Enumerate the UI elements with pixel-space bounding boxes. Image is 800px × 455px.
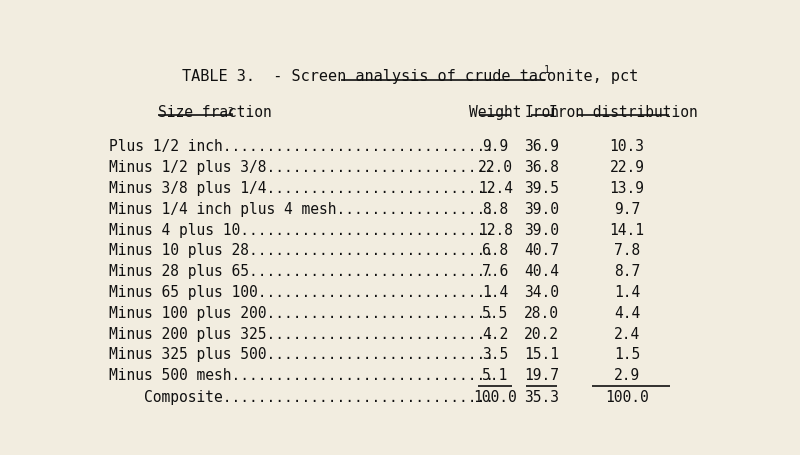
Text: 4.4: 4.4 <box>614 305 640 320</box>
Text: 100.0: 100.0 <box>605 389 649 404</box>
Text: 39.0: 39.0 <box>524 222 559 237</box>
Text: Minus 100 plus 200..........................: Minus 100 plus 200......................… <box>110 305 494 320</box>
Text: 1.5: 1.5 <box>614 347 640 362</box>
Text: 1: 1 <box>543 66 550 76</box>
Text: Minus 65 plus 100...........................: Minus 65 plus 100.......................… <box>110 284 494 299</box>
Text: Weight: Weight <box>469 105 522 120</box>
Text: 28.0: 28.0 <box>524 305 559 320</box>
Text: Minus 325 plus 500..........................: Minus 325 plus 500......................… <box>110 347 494 362</box>
Text: 2.4: 2.4 <box>614 326 640 341</box>
Text: 36.9: 36.9 <box>524 139 559 154</box>
Text: 3.5: 3.5 <box>482 347 508 362</box>
Text: Iron: Iron <box>524 105 559 120</box>
Text: 6.8: 6.8 <box>482 243 508 258</box>
Text: Composite...............................: Composite............................... <box>110 389 494 404</box>
Text: 36.8: 36.8 <box>524 160 559 175</box>
Text: Size fraction: Size fraction <box>158 105 272 120</box>
Text: 8.7: 8.7 <box>614 263 640 278</box>
Text: 14.1: 14.1 <box>610 222 645 237</box>
Text: 39.5: 39.5 <box>524 181 559 196</box>
Text: 4.2: 4.2 <box>482 326 508 341</box>
Text: Minus 4 plus 10.............................: Minus 4 plus 10.........................… <box>110 222 494 237</box>
Text: 5.5: 5.5 <box>482 305 508 320</box>
Text: 13.9: 13.9 <box>610 181 645 196</box>
Text: Plus 1/2 inch...............................: Plus 1/2 inch...........................… <box>110 139 494 154</box>
Text: 34.0: 34.0 <box>524 284 559 299</box>
Text: 1.4: 1.4 <box>614 284 640 299</box>
Text: 20.2: 20.2 <box>524 326 559 341</box>
Text: 9.9: 9.9 <box>482 139 508 154</box>
Text: Minus 200 plus 325..........................: Minus 200 plus 325......................… <box>110 326 494 341</box>
Text: 1.4: 1.4 <box>482 284 508 299</box>
Text: 40.4: 40.4 <box>524 263 559 278</box>
Text: 12.4: 12.4 <box>478 181 513 196</box>
Text: Minus 10 plus 28............................: Minus 10 plus 28........................… <box>110 243 494 258</box>
Text: 40.7: 40.7 <box>524 243 559 258</box>
Text: 100.0: 100.0 <box>474 389 517 404</box>
Text: 8.8: 8.8 <box>482 202 508 216</box>
Text: 22.0: 22.0 <box>478 160 513 175</box>
Text: Iron distribution: Iron distribution <box>549 105 698 120</box>
Text: 9.7: 9.7 <box>614 202 640 216</box>
Text: 2: 2 <box>227 107 233 116</box>
Text: 5.1: 5.1 <box>482 367 508 382</box>
Text: 10.3: 10.3 <box>610 139 645 154</box>
Text: Minus 1/4 inch plus 4 mesh..................: Minus 1/4 inch plus 4 mesh..............… <box>110 202 494 216</box>
Text: 7.6: 7.6 <box>482 263 508 278</box>
Text: 19.7: 19.7 <box>524 367 559 382</box>
Text: 7.8: 7.8 <box>614 243 640 258</box>
Text: 35.3: 35.3 <box>524 389 559 404</box>
Text: 2.9: 2.9 <box>614 367 640 382</box>
Text: Minus 28 plus 65............................: Minus 28 plus 65........................… <box>110 263 494 278</box>
Text: 22.9: 22.9 <box>610 160 645 175</box>
Text: 39.0: 39.0 <box>524 202 559 216</box>
Text: TABLE 3.  - Screen analysis of crude taconite, pct: TABLE 3. - Screen analysis of crude taco… <box>182 68 638 83</box>
Text: Minus 500 mesh..............................: Minus 500 mesh..........................… <box>110 367 494 382</box>
Text: Minus 3/8 plus 1/4..........................: Minus 3/8 plus 1/4......................… <box>110 181 494 196</box>
Text: 15.1: 15.1 <box>524 347 559 362</box>
Text: 12.8: 12.8 <box>478 222 513 237</box>
Text: Minus 1/2 plus 3/8..........................: Minus 1/2 plus 3/8......................… <box>110 160 494 175</box>
